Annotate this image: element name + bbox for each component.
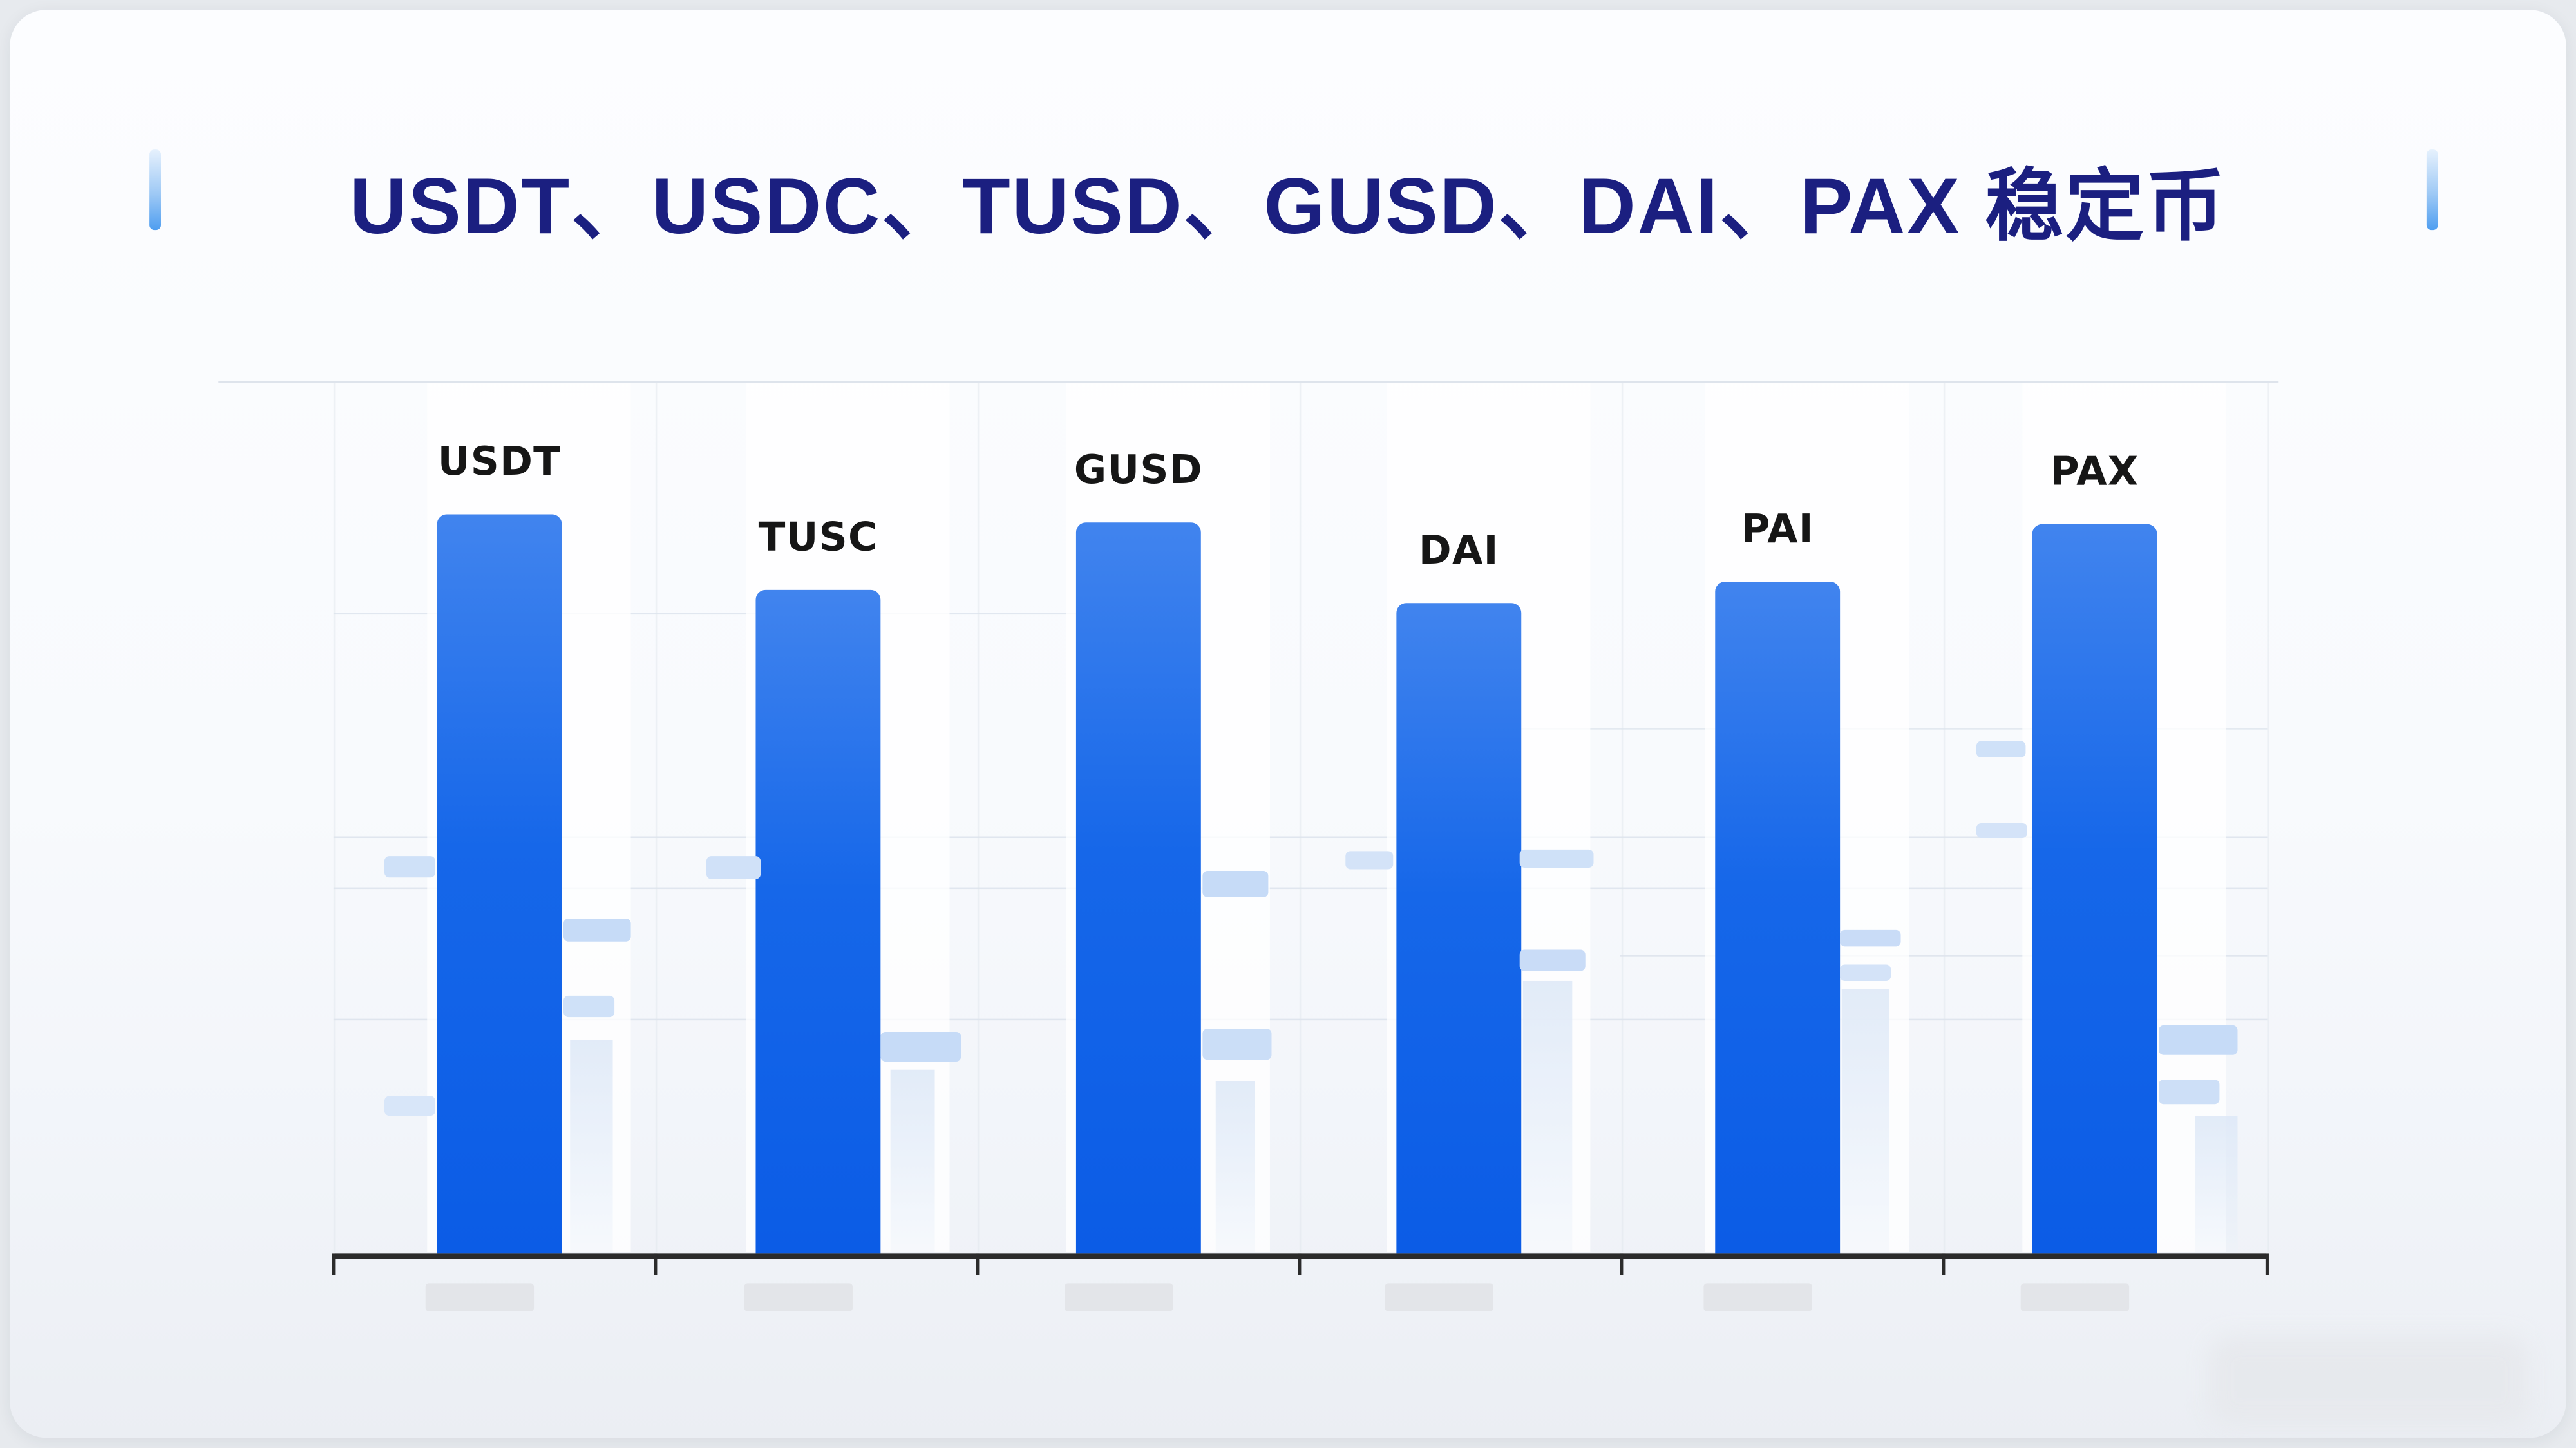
bar <box>1075 522 1201 1254</box>
ghost-artifact-tab <box>1519 949 1586 971</box>
plot-top-border <box>218 381 2279 383</box>
ghost-artifact-column <box>2195 1116 2238 1254</box>
x-axis-tick <box>2265 1253 2269 1275</box>
x-axis-tick <box>332 1253 336 1275</box>
ghost-artifact-tab <box>563 919 631 942</box>
title-accent-right-bar <box>2426 149 2438 231</box>
x-axis-label-placeholder <box>744 1283 853 1311</box>
x-axis-tick <box>654 1253 658 1275</box>
x-axis-tick <box>976 1253 980 1275</box>
column-separator <box>655 383 658 1252</box>
x-axis-label-placeholder <box>1703 1283 1812 1311</box>
ghost-artifact-column <box>1522 980 1573 1254</box>
ghost-artifact-column <box>1215 1081 1255 1254</box>
ghost-artifact-tab <box>880 1032 961 1062</box>
gridline <box>333 613 1094 615</box>
ghost-artifact-column <box>890 1069 935 1254</box>
ghost-artifact-column <box>570 1040 613 1254</box>
gridline <box>333 1018 2268 1021</box>
ghost-artifact-tab <box>1345 851 1394 870</box>
ghost-artifact-tab <box>384 856 436 878</box>
ghost-artifact-tab <box>706 856 761 879</box>
x-axis-tick <box>1620 1253 1624 1275</box>
gridline <box>1620 955 2268 957</box>
ghost-artifact-tab <box>1202 871 1269 897</box>
column-separator <box>1943 383 1946 1252</box>
ghost-artifact-tab <box>1976 823 2027 839</box>
gridline <box>333 887 2268 890</box>
bar <box>1715 582 1841 1254</box>
bar-label: PAI <box>1741 506 1814 553</box>
chart-card: USDT、USDC、TUSD、GUSD、DAI、PAX 稳定币 USDT TUSC… <box>10 10 2566 1438</box>
ghost-artifact-tab <box>1519 849 1594 868</box>
bar-label: TUSC <box>758 514 878 560</box>
gridline <box>333 836 2268 839</box>
bar <box>1396 603 1522 1254</box>
ghost-artifact-tab <box>2159 1080 2220 1105</box>
bar <box>755 589 881 1254</box>
watermark-blur <box>2210 1335 2529 1427</box>
chart-title: USDT、USDC、TUSD、GUSD、DAI、PAX 稳定币 <box>350 164 2226 252</box>
bar <box>437 514 562 1254</box>
title-accent-left-bar <box>149 149 161 231</box>
bar-label: USDT <box>437 439 562 485</box>
column-separator <box>2267 383 2269 1252</box>
column-separator <box>1299 383 1302 1252</box>
column-separator <box>977 383 980 1252</box>
bar <box>2032 524 2157 1254</box>
ghost-artifact-column <box>1841 989 1889 1254</box>
column-separator <box>333 383 336 1252</box>
x-axis-label-placeholder <box>1385 1283 1493 1311</box>
x-axis-tick <box>1298 1253 1302 1275</box>
column-separator <box>1621 383 1624 1252</box>
x-axis-tick <box>1942 1253 1946 1275</box>
ghost-artifact-tab <box>1840 964 1891 981</box>
x-axis-label-placeholder <box>2020 1283 2130 1311</box>
ghost-artifact-tab <box>384 1096 436 1116</box>
x-axis-label-placeholder <box>1065 1283 1173 1311</box>
ghost-artifact-tab <box>1976 741 2026 758</box>
ghost-artifact-tab <box>1202 1028 1272 1060</box>
ghost-artifact-tab <box>563 995 615 1018</box>
ghost-artifact-tab <box>1840 929 1901 947</box>
x-axis-label-placeholder <box>425 1283 535 1311</box>
bar-label: GUSD <box>1074 446 1203 493</box>
bar-label: DAI <box>1418 527 1499 574</box>
ghost-artifact-tab <box>2159 1025 2238 1055</box>
bar-label: PAX <box>2050 448 2139 495</box>
